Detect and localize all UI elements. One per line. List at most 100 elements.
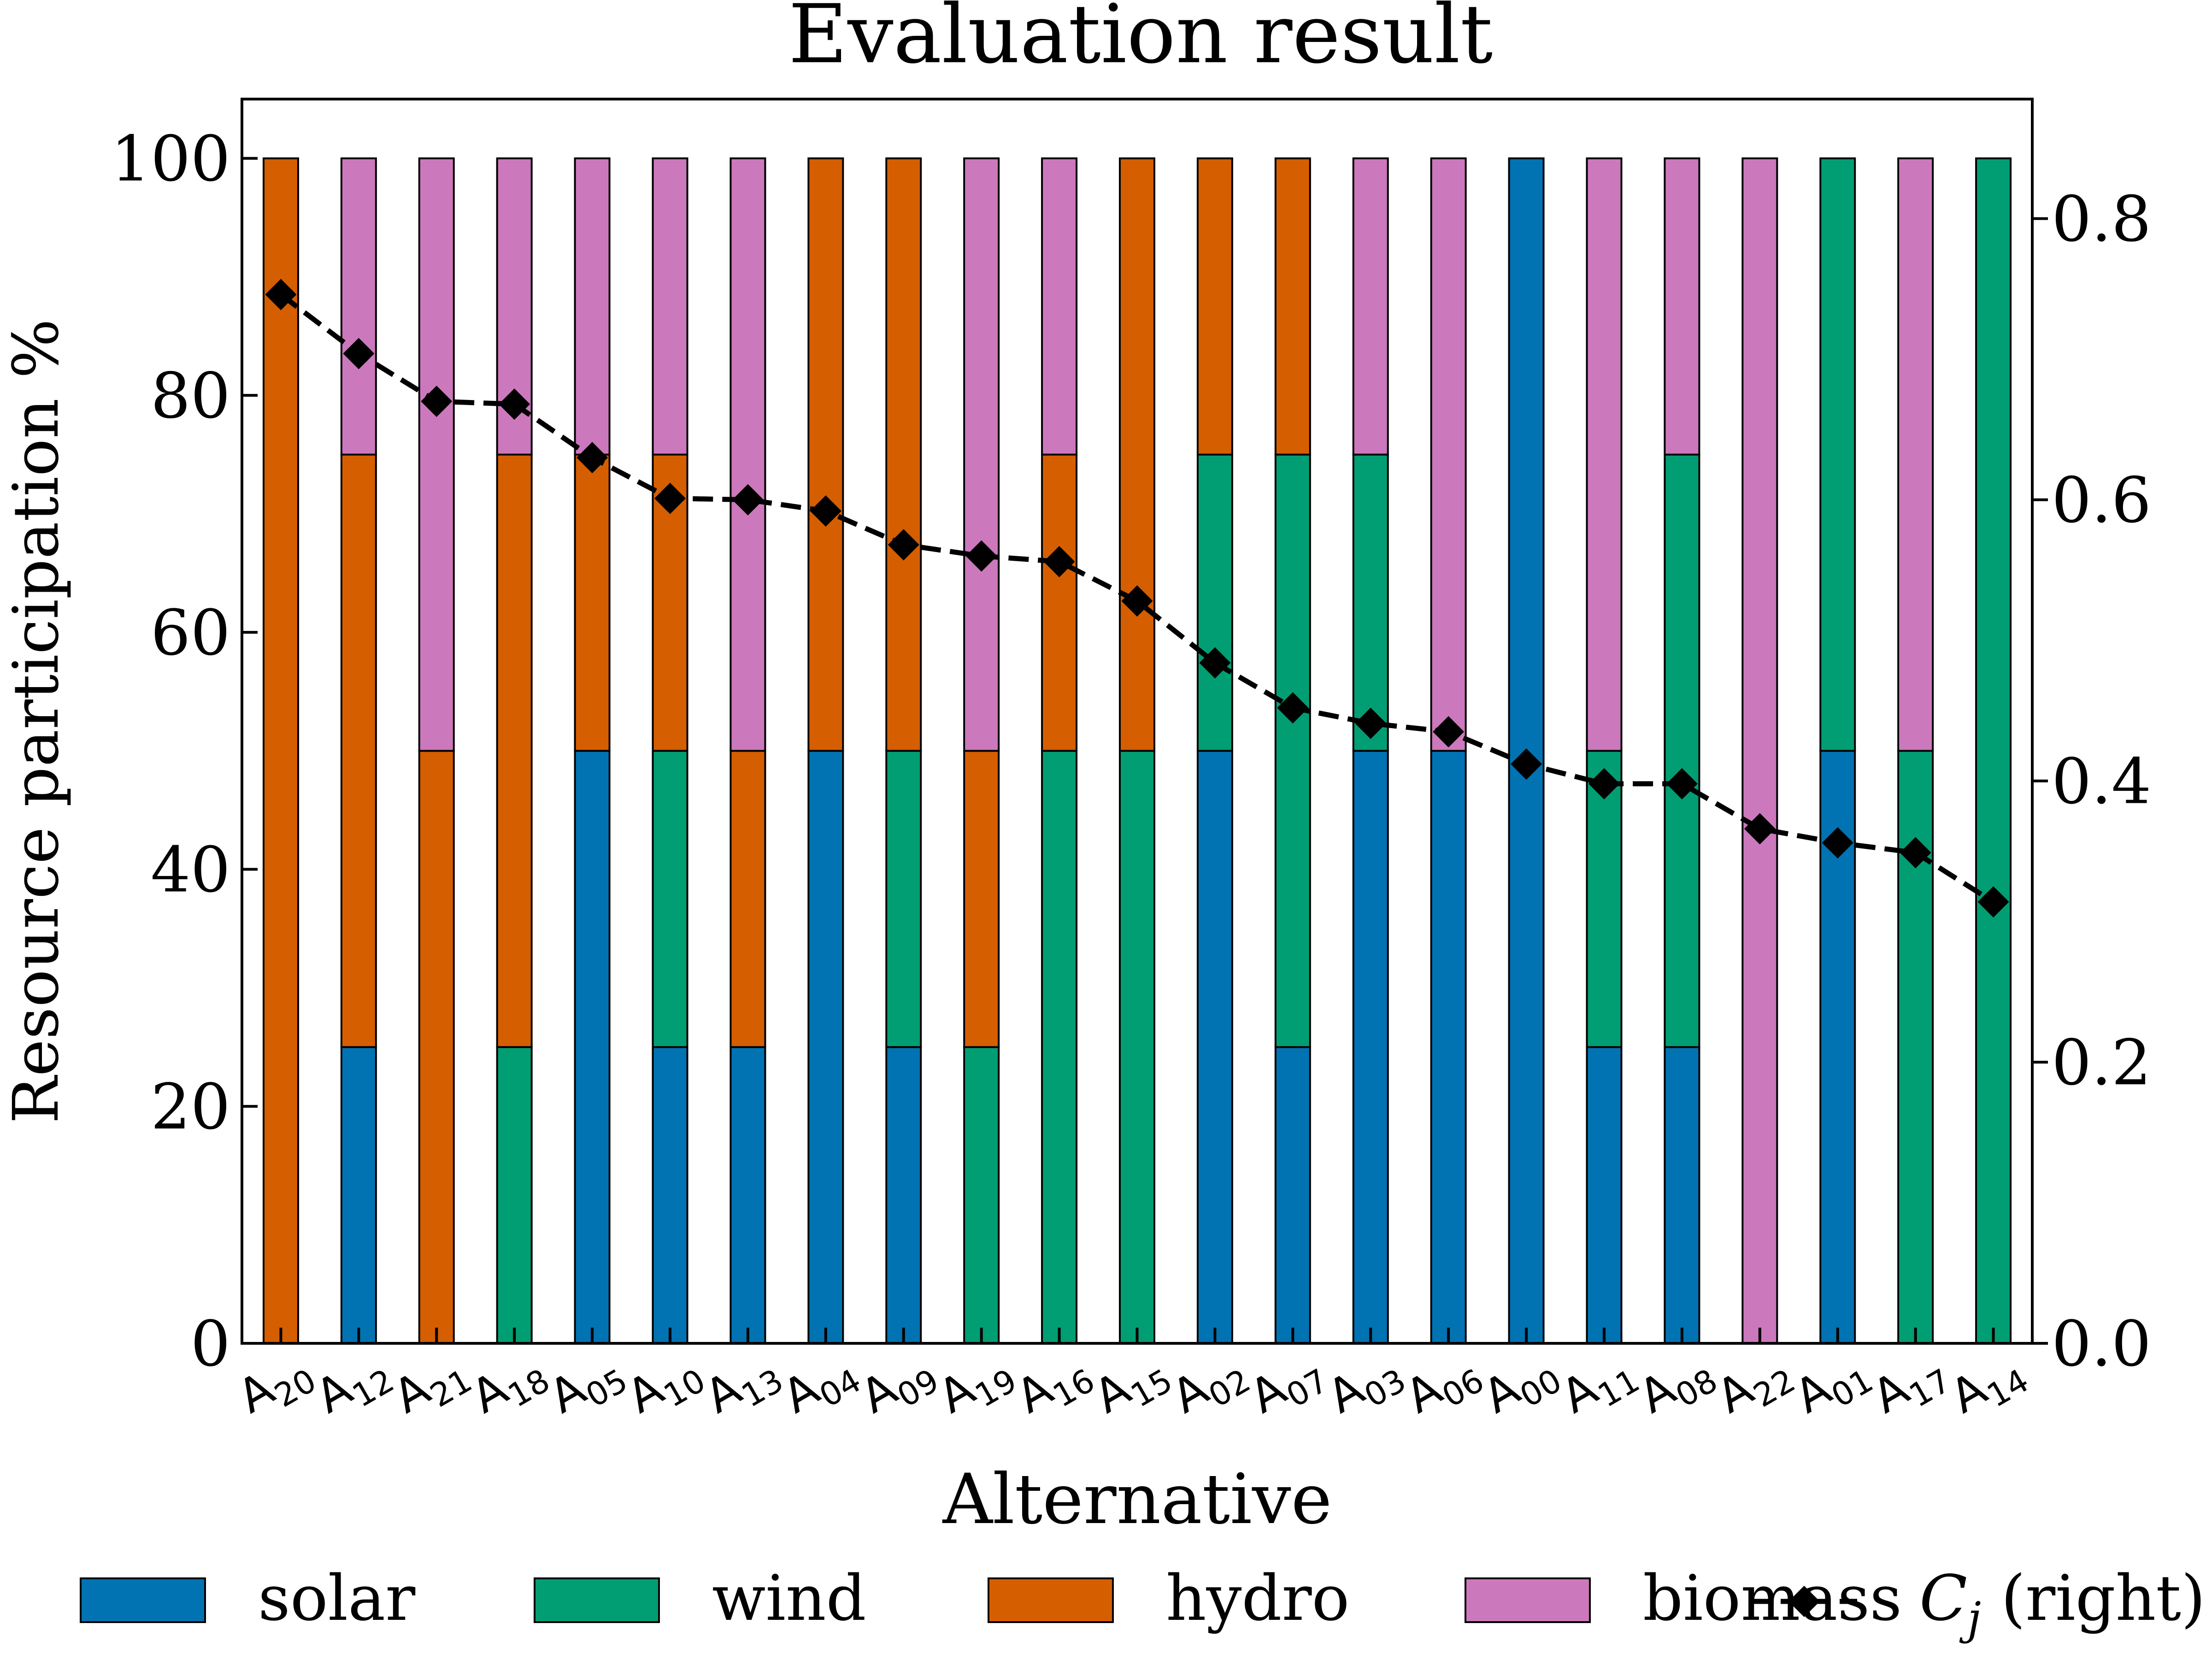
legend: solar wind hydro biomass Cj (right) <box>80 1562 2206 1644</box>
bar-wind-A18 <box>496 1046 533 1344</box>
cj-point-A20 <box>265 279 297 311</box>
legend-label-biomass: biomass <box>1643 1562 1902 1635</box>
bar-biomass-A05 <box>574 157 611 456</box>
bar-biomass-A22 <box>1741 157 1778 1344</box>
cj-point-A09 <box>888 529 919 561</box>
bar-hydro-A04 <box>807 157 844 752</box>
bar-wind-A08 <box>1664 453 1700 1048</box>
bar-solar-A09 <box>885 1046 922 1344</box>
x-axis-label: Alternative <box>942 1459 1332 1540</box>
cj-point-A07 <box>1277 692 1309 724</box>
bar-biomass-A06 <box>1430 157 1467 752</box>
bar-wind-A11 <box>1586 750 1623 1048</box>
y2-tick-label: 0.2 <box>2052 1027 2151 1100</box>
cj-point-A03 <box>1355 707 1387 739</box>
y-tick-label: 60 <box>151 597 230 670</box>
cj-point-A14 <box>1977 886 2009 918</box>
bar-hydro-A18 <box>496 453 533 1048</box>
bar-hydro-A16 <box>1041 453 1078 752</box>
bar-solar-A07 <box>1274 1046 1311 1344</box>
cj-point-A02 <box>1199 647 1231 679</box>
y2-tick-label: 0.8 <box>2052 183 2151 256</box>
bar-wind-A01 <box>1819 157 1856 752</box>
bar-solar-A03 <box>1352 750 1389 1344</box>
bar-biomass-A16 <box>1041 157 1078 456</box>
legend-swatch-wind <box>534 1577 660 1623</box>
bar-biomass-A08 <box>1664 157 1700 456</box>
legend-label-solar: solar <box>258 1562 416 1635</box>
y-tick-label: 100 <box>111 123 230 196</box>
bar-biomass-A17 <box>1897 157 1934 752</box>
y2-tick-label: 0.4 <box>2052 746 2151 818</box>
cj-markers-layer <box>265 279 2009 918</box>
cj-point-A19 <box>965 540 997 572</box>
y2-tick-label: 0.6 <box>2052 464 2151 537</box>
bar-solar-A05 <box>574 750 611 1344</box>
bar-wind-A07 <box>1274 453 1311 1048</box>
legend-marker-cj <box>1788 1586 1820 1617</box>
chart-title: Evaluation result <box>788 0 1493 82</box>
y-tick-label: 20 <box>151 1071 230 1144</box>
cj-point-A16 <box>1043 546 1075 577</box>
bar-solar-A12 <box>340 1046 377 1344</box>
bar-biomass-A03 <box>1352 157 1389 456</box>
bar-hydro-A13 <box>729 750 766 1048</box>
bar-hydro-A09 <box>885 157 922 752</box>
bar-hydro-A15 <box>1119 157 1155 752</box>
legend-label-cj: Cj (right) <box>1919 1562 2206 1644</box>
bar-wind-A16 <box>1041 750 1078 1344</box>
bar-biomass-A19 <box>963 157 1000 752</box>
cj-point-A13 <box>732 484 764 516</box>
legend-swatch-biomass <box>1465 1577 1591 1623</box>
cj-point-A04 <box>810 495 841 527</box>
y-tick-label: 80 <box>151 360 230 433</box>
bar-solar-A06 <box>1430 750 1467 1344</box>
bar-wind-A15 <box>1119 750 1155 1344</box>
bar-biomass-A12 <box>340 157 377 456</box>
bar-hydro-A21 <box>418 750 455 1344</box>
cj-point-A01 <box>1822 827 1853 859</box>
bar-biomass-A21 <box>418 157 455 752</box>
bar-hydro-A07 <box>1274 157 1311 456</box>
bar-wind-A03 <box>1352 453 1389 752</box>
legend-label-wind: wind <box>712 1562 866 1635</box>
bar-solar-A04 <box>807 750 844 1344</box>
y2-tick-label: 0.0 <box>2052 1308 2151 1381</box>
y-tick-label: 40 <box>151 834 230 906</box>
cj-point-A18 <box>499 388 530 420</box>
bar-biomass-A10 <box>652 157 688 456</box>
right-axis: 0.0 0.2 0.4 0.6 0.8 <box>2032 183 2151 1381</box>
bar-biomass-A13 <box>729 157 766 752</box>
bar-wind-A19 <box>963 1046 1000 1344</box>
bar-solar-A08 <box>1664 1046 1700 1344</box>
legend-swatch-solar <box>80 1577 206 1623</box>
cj-point-A06 <box>1433 716 1465 747</box>
cj-point-A17 <box>1900 837 1931 869</box>
cj-point-A21 <box>421 385 453 417</box>
cj-point-A22 <box>1744 813 1776 845</box>
cj-point-A15 <box>1121 585 1153 617</box>
cj-point-A00 <box>1511 748 1542 780</box>
bar-solar-A13 <box>729 1046 766 1344</box>
bar-hydro-A19 <box>963 750 1000 1048</box>
bar-biomass-A11 <box>1586 157 1623 752</box>
bar-solar-A02 <box>1196 750 1233 1344</box>
y-axis-label: Resource participation % <box>0 319 73 1124</box>
bar-solar-A10 <box>652 1046 688 1344</box>
bar-wind-A09 <box>885 750 922 1048</box>
bar-solar-A11 <box>1586 1046 1623 1344</box>
legend-label-hydro: hydro <box>1166 1562 1349 1635</box>
bar-wind-A14 <box>1975 157 2012 1344</box>
cj-point-A05 <box>577 441 608 473</box>
cj-point-A08 <box>1666 768 1698 800</box>
bar-hydro-A20 <box>262 157 299 1344</box>
cj-point-A12 <box>343 338 375 370</box>
legend-swatch-hydro <box>988 1577 1114 1623</box>
bar-wind-A02 <box>1196 453 1233 752</box>
bar-hydro-A12 <box>340 453 377 1048</box>
cj-point-A11 <box>1588 768 1620 800</box>
left-axis: 0 20 40 60 80 100 <box>111 123 258 1381</box>
cj-point-A10 <box>654 482 686 514</box>
bars-layer <box>262 157 2012 1344</box>
